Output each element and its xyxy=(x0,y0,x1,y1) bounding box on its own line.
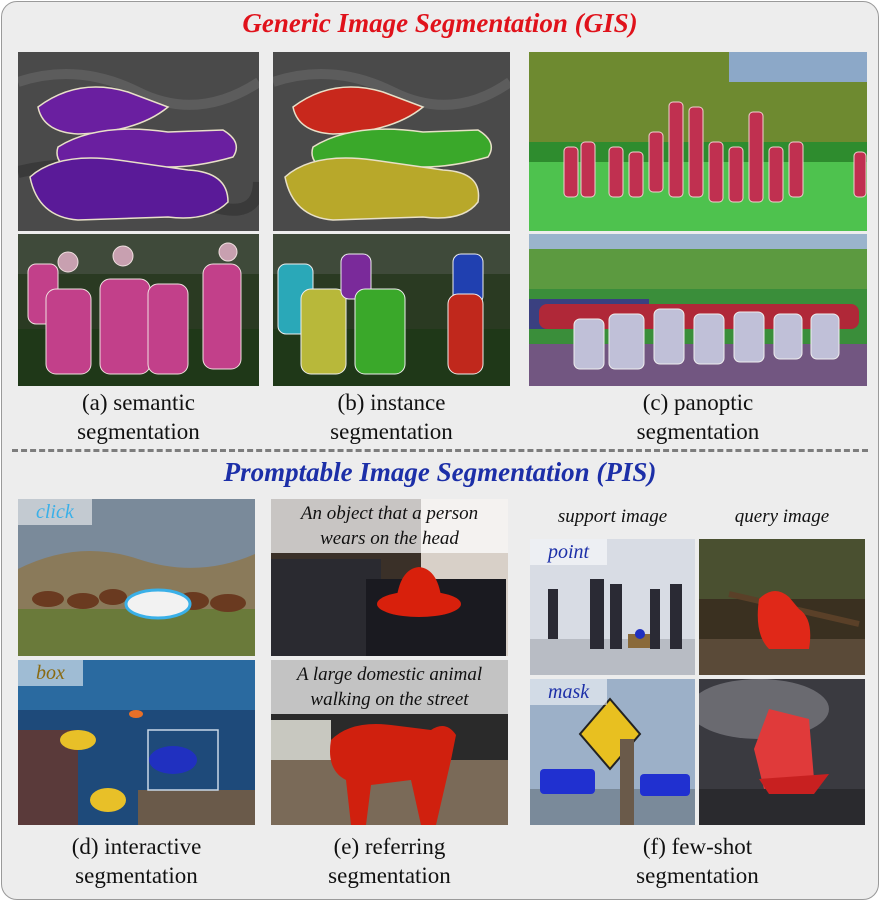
caption-c-line2: segmentation xyxy=(636,419,760,444)
caption-b: (b) instance segmentation xyxy=(273,388,510,446)
semantic-riders-image xyxy=(18,234,259,386)
support-image-header: support image xyxy=(557,506,668,527)
caption-f: (f) few-shot segmentation xyxy=(530,832,865,890)
query-dog-image xyxy=(699,539,865,675)
point-prompt-tag: point xyxy=(530,539,608,565)
query-image-header: query image xyxy=(734,506,830,527)
caption-a-line2: segmentation xyxy=(77,419,200,444)
caption-d-line2: segmentation xyxy=(75,863,198,888)
query-ship-image xyxy=(699,679,865,825)
caption-f-line1: (f) few-shot xyxy=(642,834,753,859)
section-divider xyxy=(12,449,868,452)
ref-cow-line1: A large domestic animal xyxy=(296,664,483,685)
interactive-click-image: click xyxy=(18,499,255,656)
caption-a: (a) semantic segmentation xyxy=(18,388,259,446)
support-point-image: point xyxy=(530,539,695,675)
instance-dogs-image xyxy=(273,52,510,231)
support-mask-image: mask xyxy=(530,679,695,825)
instance-riders-image xyxy=(273,234,510,386)
caption-c: (c) panoptic segmentation xyxy=(529,388,867,446)
ref-cow-line2: walking on the street xyxy=(310,689,469,710)
caption-b-line2: segmentation xyxy=(330,419,453,444)
caption-a-line1: (a) semantic xyxy=(81,390,196,415)
caption-f-line2: segmentation xyxy=(636,863,759,888)
pis-title: Promptable Image Segmentation (PIS) xyxy=(223,457,657,487)
caption-d-line1: (d) interactive xyxy=(71,834,202,859)
caption-e-line2: segmentation xyxy=(328,863,451,888)
referring-hat-image: An object that a person wears on the hea… xyxy=(271,499,508,656)
caption-e-line1: (e) referring xyxy=(333,834,446,859)
referring-expression-cow: A large domestic animal walking on the s… xyxy=(271,660,508,714)
ref-hat-line1: An object that a person xyxy=(300,503,479,524)
ref-hat-line2: wears on the head xyxy=(320,528,459,549)
click-prompt-tag: click xyxy=(18,499,92,525)
caption-b-line1: (b) instance xyxy=(337,390,446,415)
mask-prompt-tag: mask xyxy=(530,679,608,705)
referring-cow-image: A large domestic animal walking on the s… xyxy=(271,660,508,825)
caption-e: (e) referring segmentation xyxy=(271,832,508,890)
interactive-box-image: box xyxy=(18,660,255,825)
semantic-dogs-image xyxy=(18,52,259,231)
caption-d: (d) interactive segmentation xyxy=(18,832,255,890)
box-prompt-tag: box xyxy=(18,660,83,686)
panoptic-rugby-image xyxy=(529,52,867,231)
referring-expression-hat: An object that a person wears on the hea… xyxy=(271,499,508,553)
panoptic-horses-image xyxy=(529,234,867,386)
caption-c-line1: (c) panoptic xyxy=(642,390,754,415)
gis-title: Generic Image Segmentation (GIS) xyxy=(242,8,638,38)
